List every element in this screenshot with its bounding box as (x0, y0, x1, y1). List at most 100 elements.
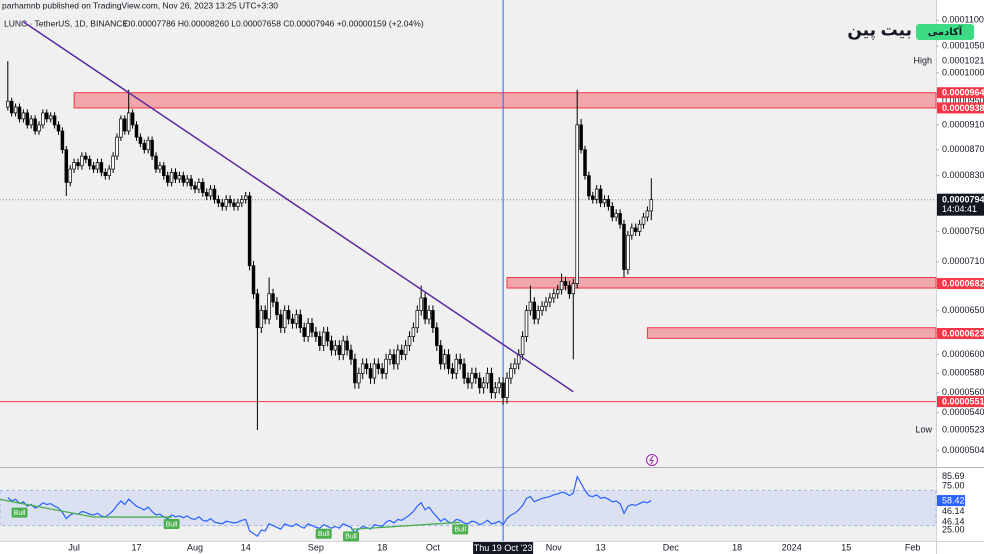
x-tick-label: Dec (663, 542, 680, 552)
candle-body (583, 149, 587, 177)
current-price-bg (937, 193, 984, 216)
candle-body (64, 149, 69, 183)
candle-body (493, 387, 498, 394)
candle-body (275, 301, 279, 316)
candle-body (458, 358, 462, 365)
candle-body (388, 354, 392, 360)
candle-body (150, 139, 154, 157)
candle-body (130, 112, 135, 126)
rsi-tick-label: 85.69 (942, 471, 965, 481)
candle-body (197, 181, 201, 190)
candle-body (587, 175, 591, 197)
zone (646, 327, 937, 339)
price-label: 0.00009647 (942, 88, 984, 98)
candle-body (407, 336, 412, 346)
price-label-bg (937, 396, 984, 408)
candle-body (224, 199, 228, 207)
x-tick-label: Nov (546, 542, 563, 552)
candle-body (466, 377, 470, 384)
candle-body (528, 301, 533, 311)
candle-body (411, 327, 416, 337)
rsi-line (7, 474, 652, 538)
candle-body (544, 301, 548, 307)
bull-badge (315, 528, 332, 539)
bull-badge (452, 524, 469, 535)
candle-body (555, 289, 560, 295)
candle-body (618, 213, 622, 225)
candle-body (567, 285, 572, 295)
candle-body (29, 118, 33, 126)
candle-body (80, 155, 84, 167)
price-label-bg (937, 87, 984, 99)
candle-body (177, 175, 182, 180)
current-price-label: 0.00007946 (942, 195, 984, 205)
price-label: 0.00006825 (942, 278, 984, 288)
candle-body (368, 368, 373, 379)
candle-body (165, 175, 170, 183)
candle-body (446, 354, 451, 369)
candle-body (345, 340, 349, 351)
candle-body (17, 106, 22, 120)
candle-body (392, 354, 396, 365)
candle-body (364, 363, 369, 369)
candle-body (380, 368, 384, 374)
rsi-ma-label: 46.14 (942, 506, 965, 516)
candle-body (111, 155, 115, 170)
candle-body (290, 318, 295, 324)
x-tick-label: 18 (732, 542, 742, 552)
candle-body (481, 382, 486, 389)
candle-body (575, 124, 579, 284)
candle-body (477, 377, 482, 389)
x-tick-label: Feb (905, 542, 921, 552)
candle-body (76, 162, 80, 167)
candle-body (13, 106, 18, 114)
candle-body (474, 372, 478, 379)
candle-body (302, 327, 306, 337)
bull-label: Bull (166, 521, 178, 528)
candle-body (173, 171, 178, 180)
x-tick-label: Oct (426, 542, 441, 552)
zone (506, 277, 937, 289)
extreme-label: 0.00010216 (942, 55, 984, 65)
candle-body (60, 130, 65, 151)
candle-body (321, 331, 326, 346)
candle-body (341, 340, 345, 355)
candle-body (536, 310, 540, 320)
candle-body (236, 202, 240, 207)
candle-body (208, 188, 213, 197)
crosshair-label-bg (473, 542, 534, 554)
candle-body (6, 100, 10, 108)
bull-label: Bull (454, 527, 466, 534)
candle-body (497, 382, 501, 389)
candle-body (419, 297, 423, 311)
candle-body (610, 206, 615, 218)
candle-body (158, 165, 162, 170)
candle-body (579, 124, 583, 151)
candle-body (52, 115, 57, 126)
candle-body (142, 143, 147, 151)
candle-body (41, 112, 45, 126)
candle-body (454, 358, 459, 374)
candle-body (548, 297, 552, 303)
x-tick-label: 18 (377, 542, 387, 552)
symbol: LUNC · TetherUS, 1D, BINANCE (4, 18, 128, 28)
candle-body (204, 192, 209, 197)
candle-body (181, 175, 186, 183)
byline: parhamnb published on TradingView.com, N… (2, 0, 278, 10)
candle-body (360, 363, 365, 374)
candle-body (169, 171, 174, 183)
x-tick-label: 15 (841, 542, 851, 552)
candle-body (357, 372, 361, 384)
price-label: 0.00009384 (942, 103, 984, 113)
candle-body (232, 202, 236, 207)
candle-body (201, 181, 205, 193)
